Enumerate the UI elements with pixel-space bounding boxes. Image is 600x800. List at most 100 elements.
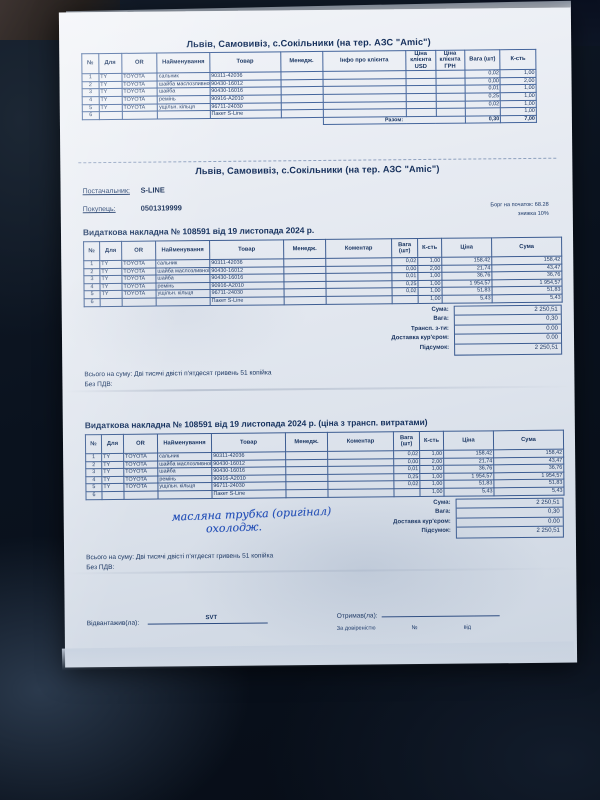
total-label: Доставка кур'єром: — [391, 335, 450, 342]
cell-weight: 0,02 — [392, 287, 419, 296]
debt-label: Борг на початок: — [490, 201, 534, 209]
cell-qty: 1,00 — [500, 107, 537, 116]
th-qty: К-сть — [417, 238, 442, 258]
cell-sum: 5,43 — [492, 294, 563, 303]
debt-value: 68.28 — [534, 201, 549, 208]
shipped-by-line: SVT — [147, 614, 268, 625]
cell-num: 2 — [82, 81, 99, 90]
section-invoice-with-transport: Видаткова накладна № 108591 від 19 листо… — [84, 416, 565, 571]
section-invoice-base: Видаткова накладна № 108591 від 19 листо… — [83, 223, 563, 388]
together-label: Разом: — [322, 115, 466, 125]
cell-num: 4 — [85, 476, 102, 485]
cell-weight: 0,01 — [391, 272, 418, 281]
buyer-value: 0501319999 — [140, 203, 182, 213]
invoice2-body: 1 TY TOYOTA сальник 90311-42036 0,02 1,00 158,4… — [83, 256, 563, 307]
cell-qty: 1,00 — [417, 272, 442, 281]
th-for: Для — [101, 434, 124, 454]
cell-qty: 1,00 — [419, 450, 444, 459]
cell-name: шайба маслозливної пробки — [155, 267, 210, 276]
supplier-label: Постачальник: — [82, 187, 130, 196]
cell-qty: 1,00 — [417, 257, 442, 266]
cell-weight: 0,02 — [393, 480, 420, 489]
cell-price: 5,43 — [442, 294, 493, 303]
received-by-label: Отримав(ла): — [336, 612, 378, 620]
cell-weight — [393, 488, 421, 497]
cell-weight: 0,25 — [391, 280, 419, 289]
cell-num: 4 — [83, 283, 101, 292]
th-manager: Менедж. — [283, 239, 326, 259]
cell-num: 3 — [83, 275, 100, 284]
cell-or — [122, 298, 157, 306]
total-label: Вага: — [433, 315, 449, 323]
total-label: Доставка кур'єром: — [393, 518, 451, 526]
th-manager: Менедж. — [280, 51, 323, 73]
invoice2-total-values: 2 250,51 0,30 0.00 0.00 2 250,51 — [453, 304, 563, 356]
total-label: Сума: — [431, 306, 449, 313]
cell-weight: 0,02 — [393, 450, 420, 459]
th-product: Товар — [209, 51, 281, 73]
invoice3-title: Видаткова накладна № 108591 від 19 листо… — [84, 416, 428, 431]
cell-name: шайба маслозливної пробки — [157, 460, 212, 469]
cell-num: 1 — [85, 453, 102, 462]
cell-weight: 0,02 — [464, 69, 501, 78]
proxy-number-label: № — [411, 625, 418, 632]
invoice2-totals: Сума: Вага: Трансп. з-ти: Доставка кур'єром… — [84, 304, 563, 359]
cell-num: 2 — [83, 268, 100, 276]
cell-num: 6 — [82, 111, 100, 120]
cell-qty: 1,00 — [500, 69, 537, 78]
cell-name — [156, 297, 211, 306]
cell-num: 3 — [85, 468, 102, 477]
th-for: Для — [98, 53, 122, 74]
cell-comment — [327, 488, 395, 497]
cell-sum: 5,43 — [493, 487, 565, 496]
cell-price: 5,43 — [443, 487, 495, 496]
cell-manager — [285, 489, 329, 498]
total-label: Підсумок: — [419, 344, 450, 351]
cell-weight: 0,01 — [464, 85, 501, 94]
cell-for — [101, 491, 125, 500]
th-price-usd: Ціна клієнта USD — [405, 50, 436, 71]
cell-qty: 1,00 — [419, 480, 444, 489]
supplier-value: S-LINE — [140, 185, 165, 195]
invoice2-table: № Для OR Найменування Товар Менедж. Коме… — [83, 237, 563, 307]
cell-weight: 0,00 — [393, 458, 420, 466]
proxy-label: За довіреністю — [336, 625, 376, 632]
cell-qty: 1,00 — [500, 84, 537, 93]
th-manager: Менедж. — [285, 432, 328, 452]
cell-num: 4 — [82, 96, 99, 105]
th-name: Найменування — [157, 433, 212, 454]
cell-num: 2 — [85, 461, 102, 469]
top-table-body: 1 TY TOYOTA сальник 90311-42036 0,02 1,00 2 TY TO… — [81, 69, 537, 120]
top-table: № Для OR Найменування Товар Менедж. Інфо… — [81, 49, 537, 128]
cell-qty: 1,00 — [500, 92, 537, 101]
cell-qty: 2,00 — [419, 457, 444, 466]
top-total-qty: 7,00 — [500, 115, 537, 124]
invoice2-total-labels: Сума: Вага: Трансп. з-ти: Доставка кур'єром… — [391, 305, 454, 356]
opening-debt-block: Борг на початок: 68.28 знижка 10% — [490, 201, 549, 220]
cell-qty: 1,00 — [418, 287, 443, 296]
invoice3-body: 1 TY TOYOTA сальник 90311-42036 0,02 1,00 158,4… — [85, 449, 565, 500]
th-price: Ціна — [441, 237, 492, 258]
cell-weight — [392, 295, 419, 304]
received-by-group: Отримав(ла): За довіреністю № від — [337, 608, 557, 632]
cell-weight: 0,25 — [393, 473, 420, 482]
total-value: 2 250,51 — [534, 344, 559, 351]
th-sum: Сума — [491, 237, 562, 257]
th-num: № — [83, 241, 100, 261]
cell-num: 1 — [83, 260, 100, 269]
shipped-by-value: SVT — [205, 614, 218, 622]
cell-product: Пакет S-Line — [210, 296, 285, 306]
cell-num: 5 — [85, 483, 102, 492]
section-top-order-table: Львів, Самовивіз, с.Сокільники (на тер. … — [81, 36, 537, 128]
section-supplier-buyer: Львів, Самовивіз, с.Сокільники (на тер. … — [82, 163, 552, 217]
cell-for — [100, 298, 123, 307]
received-by-line — [381, 608, 500, 618]
top-total-weight: 0,30 — [465, 115, 501, 124]
th-price-uah: Ціна клієнта ГРН — [435, 50, 465, 71]
shipped-by-label: Відвантажив(ла): — [86, 619, 140, 628]
total-label: Підсумок: — [421, 528, 451, 535]
total-label: Трансп. з-ти: — [410, 325, 449, 332]
cell-qty: 1,00 — [419, 488, 445, 497]
invoice3-table: № Для OR Найменування Товар Менедж. Коме… — [85, 430, 565, 500]
